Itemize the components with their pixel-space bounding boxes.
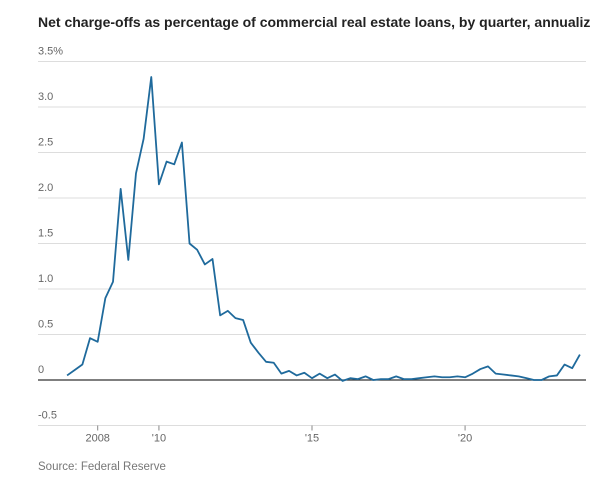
- x-tick-label: '20: [458, 433, 472, 445]
- y-tick-label: 0.5: [38, 319, 53, 331]
- y-tick-label: 1.0: [38, 273, 53, 285]
- x-tick-label: '10: [152, 433, 166, 445]
- y-tick-label: 3.5%: [38, 46, 63, 58]
- y-tick-label: -0.5: [38, 410, 57, 422]
- data-line: [66, 76, 581, 382]
- y-tick-label: 2.5: [38, 137, 53, 149]
- y-tick-label: 0: [38, 364, 44, 376]
- x-tick-label: 2008: [85, 433, 109, 445]
- chart-title: Net charge-offs as percentage of commerc…: [38, 14, 590, 30]
- y-tick-label: 2.0: [38, 182, 53, 194]
- y-tick-label: 1.5: [38, 228, 53, 240]
- x-tick-label: '15: [305, 433, 319, 445]
- y-tick-label: 3.0: [38, 91, 53, 103]
- source-note: Source: Federal Reserve: [38, 461, 166, 473]
